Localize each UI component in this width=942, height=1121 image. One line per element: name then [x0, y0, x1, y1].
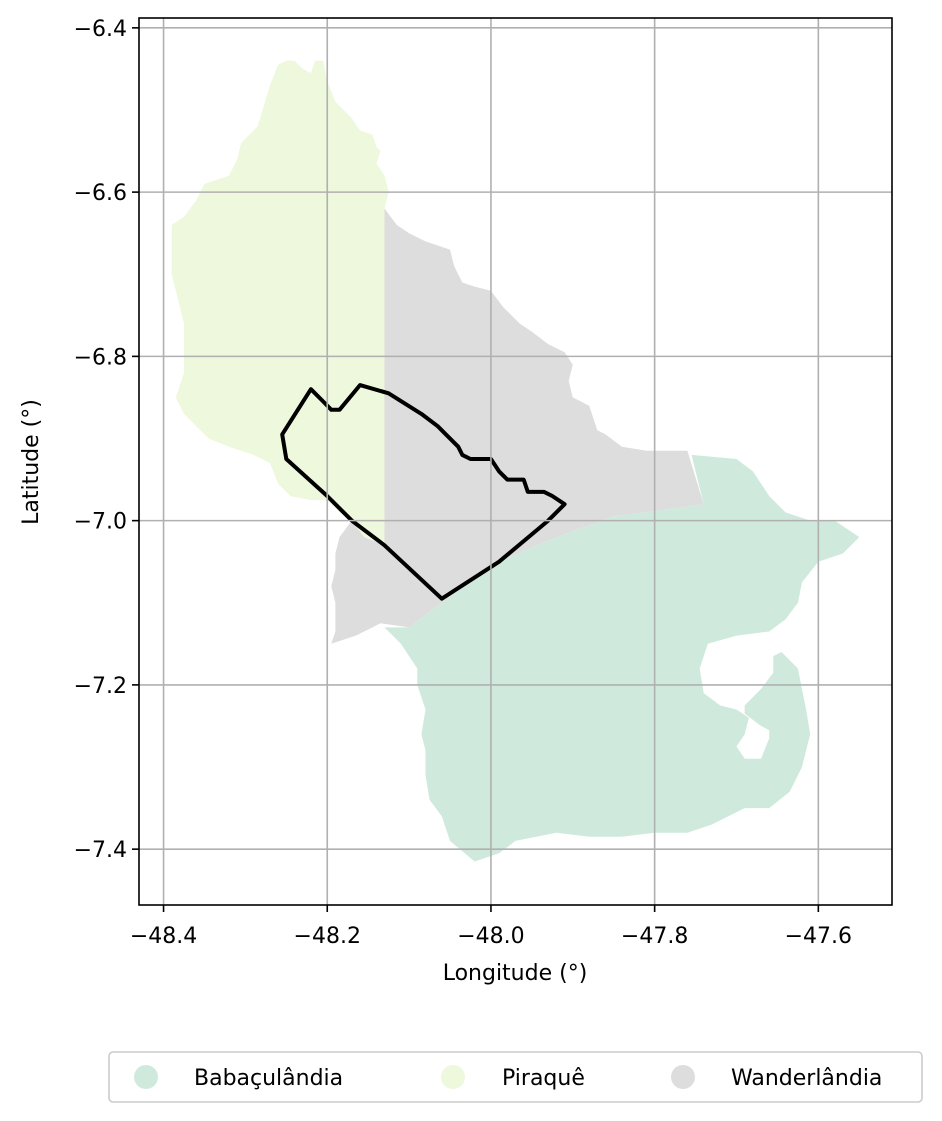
legend-marker-babaculandia — [134, 1065, 158, 1089]
x-tick-label: −47.6 — [785, 924, 852, 949]
grid-layer — [139, 18, 892, 905]
legend-box — [108, 1051, 923, 1103]
regions-layer — [171, 60, 860, 862]
legend-label-wanderlandia: Wanderlândia — [731, 1066, 882, 1091]
legend: Babaçulândia Piraquê Wanderlândia — [108, 1051, 923, 1103]
y-tick-label: −6.6 — [74, 181, 127, 206]
legend-label-piraque: Piraquê — [502, 1066, 585, 1091]
ticks-layer: −48.4 −48.2 −48.0 −47.8 −47.6 −6.4 −6.6 −6.8 −7.… — [74, 17, 852, 949]
y-axis-title: Latitude (°) — [19, 399, 44, 525]
x-axis-title: Longitude (°) — [443, 961, 588, 986]
plot-frame — [138, 17, 893, 906]
x-tick-label: −47.8 — [621, 924, 688, 949]
y-tick-label: −6.4 — [74, 17, 127, 42]
y-tick-label: −7.2 — [74, 674, 127, 699]
region-piraque — [171, 60, 389, 546]
y-tick-label: −6.8 — [74, 345, 127, 370]
x-tick-label: −48.2 — [294, 924, 361, 949]
region-babaculandia — [384, 454, 860, 862]
x-tick-label: −48.0 — [457, 924, 524, 949]
y-tick-label: −7.0 — [74, 510, 127, 535]
y-tick-label: −7.4 — [74, 838, 127, 863]
study-area-outline — [280, 383, 567, 601]
legend-marker-wanderlandia — [671, 1065, 695, 1089]
region-wanderlandia — [331, 208, 704, 644]
outline-layer — [280, 383, 567, 601]
legend-marker-piraque — [441, 1065, 465, 1089]
legend-label-babaculandia: Babaçulândia — [194, 1066, 343, 1091]
x-tick-label: −48.4 — [130, 924, 197, 949]
